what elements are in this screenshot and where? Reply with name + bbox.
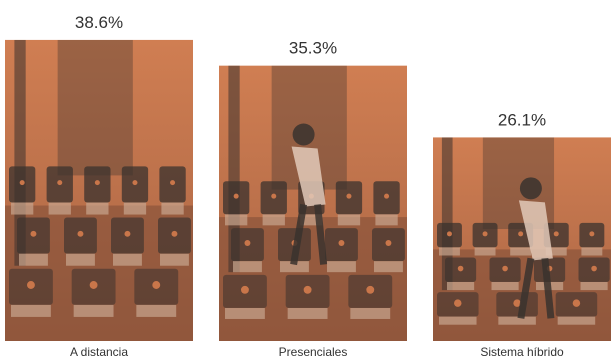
bar-3 (433, 137, 611, 341)
bar-2 (219, 65, 407, 341)
category-label: Sistema híbrido (480, 345, 564, 359)
category-label: A distancia (70, 345, 128, 359)
category-label: Presenciales (279, 345, 348, 359)
value-label: 35.3% (289, 39, 337, 58)
bar-1 (5, 39, 193, 342)
value-label: 38.6% (75, 13, 123, 32)
value-label: 26.1% (498, 110, 546, 129)
